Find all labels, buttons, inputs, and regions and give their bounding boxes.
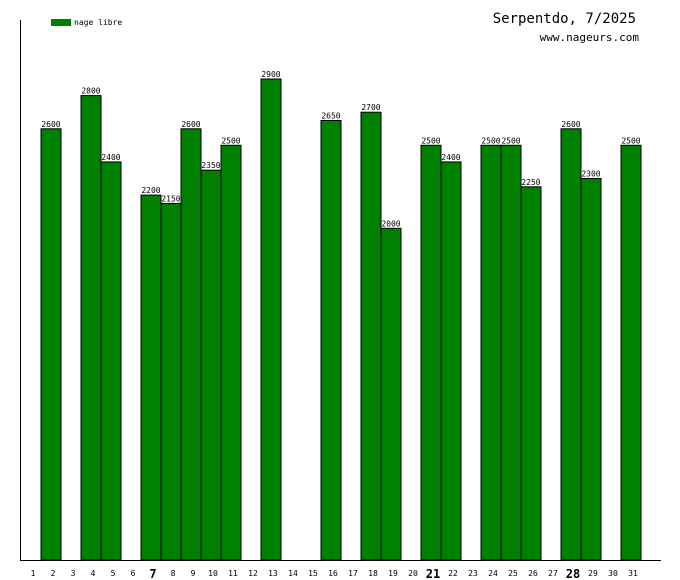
- x-tick-label-14: 14: [288, 569, 298, 578]
- bar-day-11: [220, 144, 242, 561]
- x-tick-label-21: 21: [426, 567, 440, 580]
- value-label-day-22: 2400: [441, 153, 460, 162]
- bar-day-29: [580, 178, 602, 561]
- x-tick-label-1: 1: [31, 569, 36, 578]
- bar-day-8: [160, 202, 182, 561]
- x-tick-label-23: 23: [468, 569, 478, 578]
- value-label-day-18: 2700: [361, 103, 380, 112]
- x-tick-labels-layer: 1 2 3 4 5 6 7 8 9 10 11 12 13 14 15 16 17 18 19 20 21 22 23 24 2…: [31, 567, 638, 580]
- bar-day-18: [360, 111, 382, 561]
- bar-day-13: [260, 78, 282, 561]
- bar-day-16: [320, 120, 342, 561]
- value-label-day-29: 2300: [581, 170, 600, 179]
- x-tick-label-24: 24: [488, 569, 498, 578]
- bar-day-19: [380, 227, 402, 561]
- bars-layer: [40, 78, 642, 561]
- bar-day-28: [560, 128, 582, 561]
- x-tick-label-3: 3: [71, 569, 76, 578]
- x-tick-label-5: 5: [111, 569, 116, 578]
- chart-title: Serpentdo, 7/2025: [493, 11, 636, 27]
- bar-day-26: [520, 186, 542, 561]
- value-label-day-28: 2600: [561, 120, 580, 129]
- value-label-day-31: 2500: [621, 136, 640, 145]
- x-tick-label-7: 7: [149, 567, 156, 580]
- value-label-day-21: 2500: [421, 136, 440, 145]
- legend-swatch: [51, 19, 71, 26]
- x-tick-label-30: 30: [608, 569, 618, 578]
- x-tick-label-13: 13: [268, 569, 278, 578]
- bar-day-31: [620, 144, 642, 561]
- value-label-day-2: 2600: [41, 120, 60, 129]
- bar-day-24: [480, 144, 502, 561]
- value-label-day-13: 2900: [261, 70, 280, 79]
- x-tick-label-20: 20: [408, 569, 418, 578]
- legend: nage libre: [51, 18, 122, 27]
- bar-day-5: [100, 161, 122, 561]
- x-tick-label-19: 19: [388, 569, 398, 578]
- x-tick-label-27: 27: [548, 569, 558, 578]
- x-tick-label-29: 29: [588, 569, 598, 578]
- value-label-day-19: 2000: [381, 219, 400, 228]
- x-tick-label-16: 16: [328, 569, 338, 578]
- value-label-day-26: 2250: [521, 178, 540, 187]
- legend-label: nage libre: [74, 18, 122, 27]
- x-tick-label-26: 26: [528, 569, 538, 578]
- x-tick-label-10: 10: [208, 569, 218, 578]
- value-label-day-4: 2800: [81, 87, 100, 96]
- value-label-day-7: 2200: [141, 186, 160, 195]
- bar-day-2: [40, 128, 62, 561]
- bar-day-4: [80, 95, 102, 561]
- x-tick-label-8: 8: [171, 569, 176, 578]
- value-label-day-9: 2600: [181, 120, 200, 129]
- value-label-day-25: 2500: [501, 136, 520, 145]
- bar-day-10: [200, 169, 222, 561]
- value-label-day-8: 2150: [161, 194, 180, 203]
- x-tick-label-15: 15: [308, 569, 318, 578]
- bar-day-21: [420, 144, 442, 561]
- x-tick-label-4: 4: [91, 569, 96, 578]
- value-label-day-24: 2500: [481, 136, 500, 145]
- bar-day-22: [440, 161, 462, 561]
- x-tick-label-25: 25: [508, 569, 518, 578]
- chart-subtitle: www.nageurs.com: [540, 31, 640, 44]
- x-tick-label-31: 31: [628, 569, 638, 578]
- x-tick-label-6: 6: [131, 569, 136, 578]
- value-label-day-10: 2350: [201, 161, 220, 170]
- bar-day-9: [180, 128, 202, 561]
- bar-day-7: [140, 194, 162, 561]
- value-label-day-5: 2400: [101, 153, 120, 162]
- x-tick-label-2: 2: [51, 569, 56, 578]
- value-label-day-11: 2500: [221, 136, 240, 145]
- x-tick-label-17: 17: [348, 569, 358, 578]
- x-tick-label-9: 9: [191, 569, 196, 578]
- x-tick-label-22: 22: [448, 569, 458, 578]
- x-tick-label-28: 28: [566, 567, 580, 580]
- x-tick-label-12: 12: [248, 569, 258, 578]
- bar-day-25: [500, 144, 522, 561]
- x-tick-label-11: 11: [228, 569, 238, 578]
- x-tick-label-18: 18: [368, 569, 378, 578]
- value-label-day-16: 2650: [321, 112, 340, 121]
